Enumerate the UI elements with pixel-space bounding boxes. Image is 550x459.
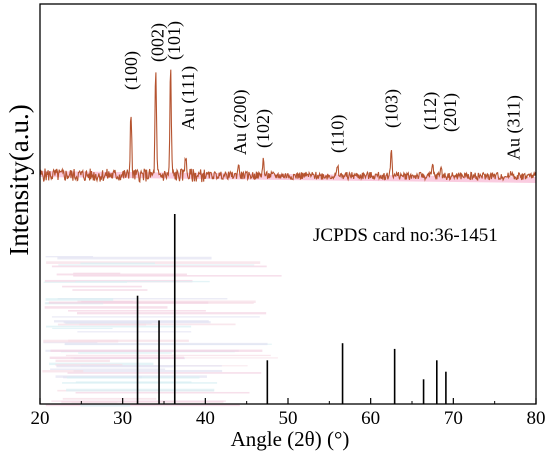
noise-streak xyxy=(73,275,282,277)
noise-streak xyxy=(56,273,187,276)
noise-streak xyxy=(64,342,268,346)
peak-label: (102) xyxy=(253,109,274,148)
noise-streak xyxy=(75,280,210,283)
noise-streak xyxy=(43,339,119,343)
noise-streak xyxy=(71,401,118,403)
noise-streak xyxy=(66,388,215,392)
noise-streak xyxy=(62,382,218,384)
noise-streak xyxy=(77,331,192,333)
noise-streak xyxy=(73,272,121,275)
noise-streak xyxy=(55,359,110,363)
noise-streak xyxy=(44,306,168,309)
noise-streak xyxy=(51,265,267,268)
peak-label: (002) xyxy=(147,23,168,62)
peak-label: (110) xyxy=(328,115,349,153)
noise-streak xyxy=(57,298,228,300)
peak-label: (100) xyxy=(121,51,142,90)
noise-streak xyxy=(58,264,255,266)
xrd-pattern-line xyxy=(39,69,537,184)
noise-streak xyxy=(49,356,185,359)
noise-streak xyxy=(42,370,84,373)
card-label: JCPDS card no:36-1451 xyxy=(313,225,498,246)
noise-streak xyxy=(51,400,226,402)
noise-streak xyxy=(50,368,166,370)
reference-lines-layer xyxy=(136,214,447,404)
noise-streak xyxy=(80,262,155,265)
noise-streak xyxy=(45,255,94,258)
x-tick-label: 80 xyxy=(527,408,546,429)
peak-label: Au (111) xyxy=(178,66,199,130)
noise-streak xyxy=(62,397,157,400)
x-tick-label: 20 xyxy=(31,408,50,429)
peak-label: Au (311) xyxy=(504,95,525,160)
noise-streak xyxy=(50,349,263,352)
noise-streak xyxy=(45,403,240,407)
noise-streak xyxy=(52,327,113,330)
peak-label: Au (200) xyxy=(230,89,251,155)
noise-streak xyxy=(48,301,209,304)
noise-streak xyxy=(57,323,147,326)
x-tick-label: 70 xyxy=(444,408,463,429)
noise-streak xyxy=(76,312,267,315)
noise-streak xyxy=(56,365,174,368)
noise-streak xyxy=(46,325,192,328)
noise-streak xyxy=(45,298,114,301)
background-noise-layer xyxy=(42,255,282,407)
noise-streak xyxy=(62,285,142,288)
noise-streak xyxy=(61,400,224,403)
x-tick-label: 60 xyxy=(361,408,380,429)
peak-label: (201) xyxy=(440,93,461,132)
noise-streak xyxy=(73,369,223,373)
peak-label: (112) xyxy=(420,92,441,130)
y-axis-label: Intensity(a.u.) xyxy=(4,104,34,255)
noise-streak xyxy=(57,256,212,260)
noise-streak xyxy=(55,363,123,366)
noise-streak xyxy=(80,404,131,407)
noise-streak xyxy=(72,289,148,291)
x-ticks-layer: 20 30 40 50 60 70 80 xyxy=(31,398,546,429)
peak-label: (103) xyxy=(381,89,402,128)
x-tick-label: 40 xyxy=(196,408,215,429)
peak-labels-layer: (100)(002)(101) Au (111) Au (200) (102) (110… xyxy=(121,21,525,160)
noise-streak xyxy=(51,316,260,318)
x-tick-label: 50 xyxy=(279,408,298,429)
x-tick-label: 30 xyxy=(113,408,132,429)
noise-streak xyxy=(66,376,200,379)
noise-streak xyxy=(53,320,209,323)
noise-streak xyxy=(43,281,128,283)
noise-streak xyxy=(67,372,262,374)
noise-streak xyxy=(65,354,271,357)
noise-streak xyxy=(78,352,172,354)
noise-streak xyxy=(79,323,236,326)
x-axis-label: Angle (2θ) (°) xyxy=(231,427,350,451)
peak-label: (101) xyxy=(164,21,185,60)
noise-streak xyxy=(75,391,250,394)
noise-streak xyxy=(68,339,189,342)
